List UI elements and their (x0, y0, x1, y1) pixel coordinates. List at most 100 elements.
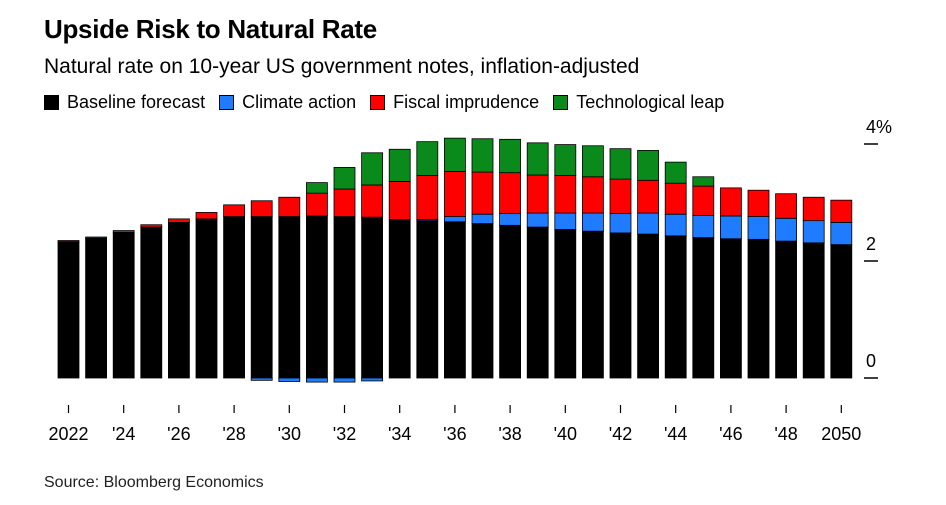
bar-climate-action-2040 (554, 212, 577, 230)
bar-climate-action-2046 (720, 215, 742, 240)
bar-fiscal-imprudence-2028 (223, 204, 246, 217)
source-note: Source: Bloomberg Economics (44, 474, 264, 491)
bar-baseline-forecast-2047 (747, 238, 770, 379)
bar-climate-action-2037 (471, 213, 494, 224)
legend-label-fiscal: Fiscal imprudence (393, 92, 540, 112)
bar-fiscal-imprudence-2040 (554, 175, 577, 214)
x-tick-label-10: '42 (609, 424, 632, 444)
legend-swatch-climate (219, 95, 235, 110)
bar-fiscal-imprudence-2030 (278, 196, 301, 217)
legend-swatch-fiscal (370, 95, 386, 110)
bar-climate-action-2047 (747, 216, 770, 240)
legend-item-tech: Technological leap (553, 92, 724, 113)
bar-climate-action-2039 (526, 212, 549, 228)
bar-fiscal-imprudence-2023 (85, 236, 107, 239)
bar-baseline-forecast-2033 (361, 216, 384, 379)
bar-fiscal-imprudence-2026 (167, 218, 190, 223)
x-tick-label-13: '48 (774, 424, 797, 444)
bar-climate-action-2045 (692, 214, 715, 238)
x-tick-label-6: '34 (388, 424, 411, 444)
bar-baseline-forecast-2046 (720, 238, 742, 379)
bar-baseline-forecast-2029 (250, 216, 273, 379)
bar-fiscal-imprudence-2044 (664, 182, 687, 215)
legend-label-baseline: Baseline forecast (67, 92, 206, 112)
bar-climate-action-2032 (333, 377, 356, 383)
y-tick-label-1: 2 (866, 234, 876, 254)
bar-baseline-forecast-2044 (664, 235, 687, 379)
bar-baseline-forecast-2030 (278, 216, 301, 379)
bar-baseline-forecast-2039 (526, 226, 549, 379)
bar-fiscal-imprudence-2045 (692, 185, 715, 216)
bar-technological-leap-2034 (388, 148, 411, 182)
bar-fiscal-imprudence-2041 (582, 176, 604, 214)
bar-technological-leap-2041 (582, 145, 604, 178)
bar-technological-leap-2037 (471, 138, 494, 173)
bar-fiscal-imprudence-2050 (830, 199, 853, 223)
bar-baseline-forecast-2050 (830, 244, 853, 379)
bar-climate-action-2033 (361, 377, 384, 382)
x-tick-label-0: 2022 (48, 424, 88, 444)
bar-baseline-forecast-2027 (195, 218, 218, 379)
bar-climate-action-2041 (582, 212, 604, 232)
y-tick-label-0: 4% (866, 117, 892, 137)
bar-baseline-forecast-2036 (443, 221, 466, 379)
bar-fiscal-imprudence-2029 (250, 200, 273, 217)
bar-fiscal-imprudence-2038 (499, 172, 522, 215)
x-tick-label-7: '36 (443, 424, 466, 444)
bar-fiscal-imprudence-2039 (526, 174, 549, 214)
bar-baseline-forecast-2026 (167, 221, 190, 379)
bar-baseline-forecast-2023 (85, 237, 107, 379)
bar-baseline-forecast-2041 (582, 230, 604, 379)
legend-item-baseline: Baseline forecast (44, 92, 205, 113)
x-tick-label-12: '46 (719, 424, 742, 444)
bar-climate-action-2036 (443, 216, 466, 223)
bar-baseline-forecast-2043 (637, 233, 659, 379)
x-tick-label-8: '38 (498, 424, 521, 444)
x-tick-label-11: '44 (664, 424, 687, 444)
x-tick-label-2: '26 (167, 424, 190, 444)
bar-climate-action-2030 (278, 377, 301, 382)
bar-baseline-forecast-2034 (388, 219, 411, 379)
bar-fiscal-imprudence-2022 (57, 240, 80, 243)
bar-climate-action-2043 (637, 212, 659, 235)
legend-swatch-baseline (44, 95, 59, 110)
legend-label-climate: Climate action (242, 92, 357, 112)
bar-technological-leap-2032 (333, 166, 356, 190)
bar-baseline-forecast-2048 (775, 240, 797, 379)
bar-baseline-forecast-2045 (692, 237, 715, 379)
bar-climate-action-2029 (250, 377, 273, 381)
bar-fiscal-imprudence-2043 (637, 179, 659, 214)
bar-technological-leap-2031 (305, 182, 328, 194)
bar-climate-action-2049 (802, 220, 825, 244)
bar-fiscal-imprudence-2024 (112, 230, 135, 233)
bar-fiscal-imprudence-2032 (333, 188, 356, 217)
bar-fiscal-imprudence-2025 (140, 224, 163, 228)
bar-climate-action-2042 (609, 213, 632, 234)
bar-climate-action-2031 (305, 377, 328, 383)
bar-fiscal-imprudence-2027 (195, 212, 218, 220)
y-tick-label-2: 0 (866, 351, 876, 371)
x-tick-label-4: '30 (278, 424, 301, 444)
bar-fiscal-imprudence-2048 (775, 193, 797, 219)
x-tick-label-14: 2050 (821, 424, 861, 444)
bar-baseline-forecast-2037 (471, 223, 494, 379)
x-tick-label-1: '24 (112, 424, 135, 444)
bar-baseline-forecast-2028 (223, 216, 246, 379)
x-tick-label-5: '32 (333, 424, 356, 444)
bar-baseline-forecast-2049 (802, 242, 825, 379)
chart-subtitle: Natural rate on 10-year US government no… (44, 55, 640, 78)
bar-technological-leap-2033 (361, 152, 384, 186)
bar-technological-leap-2035 (416, 141, 439, 176)
bar-fiscal-imprudence-2036 (443, 171, 466, 217)
bar-technological-leap-2038 (499, 138, 522, 174)
bar-baseline-forecast-2024 (112, 231, 135, 379)
bar-technological-leap-2045 (692, 176, 715, 187)
bar-fiscal-imprudence-2046 (720, 187, 742, 217)
bar-fiscal-imprudence-2049 (802, 196, 825, 222)
bar-technological-leap-2044 (664, 161, 687, 184)
bar-technological-leap-2040 (554, 144, 577, 176)
bar-fiscal-imprudence-2047 (747, 189, 770, 217)
bar-baseline-forecast-2025 (140, 226, 163, 379)
bar-baseline-forecast-2042 (609, 232, 632, 379)
bar-baseline-forecast-2031 (305, 215, 328, 379)
